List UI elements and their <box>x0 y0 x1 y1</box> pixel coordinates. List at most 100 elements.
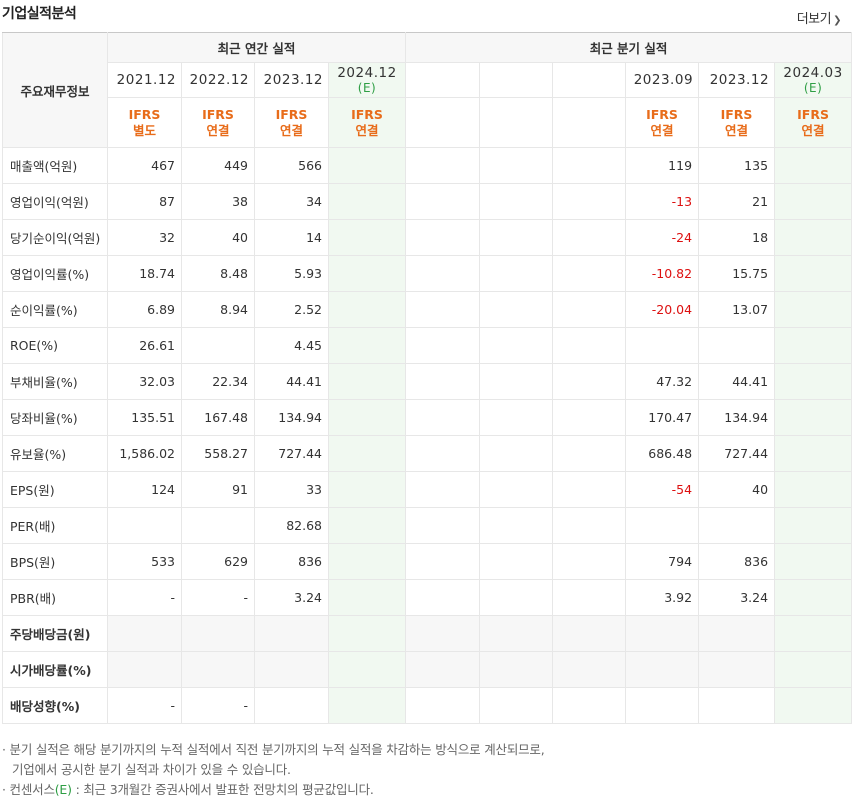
table-row: EPS(원) 124 91 33 -54 40 <box>2 471 853 508</box>
row-label: ROE(%) <box>2 327 108 364</box>
table-cell <box>774 615 853 652</box>
table-cell: 727.44 <box>254 435 329 472</box>
table-cell <box>327 327 407 364</box>
table-cell <box>181 651 255 688</box>
table-cell: 794 <box>625 543 700 580</box>
table-row: 영업이익률(%) 18.74 8.48 5.93 -10.82 15.75 <box>2 255 853 292</box>
table-cell <box>479 579 554 616</box>
table-cell: 629 <box>181 543 255 580</box>
table-cell: 32 <box>107 219 182 256</box>
table-cell <box>552 255 627 292</box>
annual-ifrs-1: IFRS 연결 <box>181 97 255 148</box>
table-row: 매출액(억원) 467 449 566 119 135 <box>2 147 853 184</box>
table-cell <box>774 687 853 724</box>
annual-ifrs-3: IFRS 연결 <box>327 97 407 148</box>
table-cell: 686.48 <box>625 435 700 472</box>
section-title: 기업실적분석 <box>2 6 77 22</box>
table-cell <box>327 435 407 472</box>
table-cell: 38 <box>181 183 255 220</box>
table-cell <box>479 651 554 688</box>
table-cell <box>552 183 627 220</box>
table-cell: 22.34 <box>181 363 255 400</box>
table-cell <box>181 615 255 652</box>
table-cell: 119 <box>625 147 700 184</box>
table-cell <box>698 687 776 724</box>
table-cell <box>405 471 481 508</box>
row-label: PER(배) <box>2 507 108 544</box>
table-cell: 91 <box>181 471 255 508</box>
table-cell <box>181 507 255 544</box>
table-cell: -13 <box>625 183 700 220</box>
table-cell <box>479 399 554 436</box>
quarter-period-0 <box>405 62 481 98</box>
table-cell: 21 <box>698 183 776 220</box>
row-label: BPS(원) <box>2 543 108 580</box>
table-row: ROE(%) 26.61 4.45 <box>2 327 853 364</box>
row-label: 시가배당률(%) <box>2 651 108 688</box>
table-row: PBR(배) - -3.24 3.92 3.24 <box>2 579 853 616</box>
table-cell: 40 <box>698 471 776 508</box>
table-row: 배당성향(%) - - <box>2 687 853 724</box>
table-row: 유보율(%) 1,586.02 558.27 727.44 686.48 727.44 <box>2 435 853 472</box>
table-cell <box>405 327 481 364</box>
row-label: 부채비율(%) <box>2 363 108 400</box>
table-cell <box>327 615 407 652</box>
table-cell <box>774 291 853 328</box>
table-cell <box>774 651 853 688</box>
table-cell <box>405 651 481 688</box>
table-cell <box>698 615 776 652</box>
table-cell: 135 <box>698 147 776 184</box>
quarter-ifrs-3: IFRS 연결 <box>625 97 700 148</box>
more-link[interactable]: 더보기 ❯ <box>797 8 842 27</box>
chevron-right-icon: ❯ <box>833 15 841 26</box>
table-cell <box>327 399 407 436</box>
table-cell <box>479 327 554 364</box>
table-cell <box>552 291 627 328</box>
table-cell <box>552 399 627 436</box>
table-cell <box>107 507 182 544</box>
table-cell <box>405 363 481 400</box>
table-cell <box>552 579 627 616</box>
table-cell <box>405 291 481 328</box>
table-cell <box>107 615 182 652</box>
annual-ifrs-0: IFRS 별도 <box>107 97 182 148</box>
table-cell: 135.51 <box>107 399 182 436</box>
table-cell <box>479 507 554 544</box>
table-cell <box>625 327 700 364</box>
table-cell: 727.44 <box>698 435 776 472</box>
table-cell <box>774 507 853 544</box>
quarter-period-2 <box>552 62 627 98</box>
table-cell: 47.32 <box>625 363 700 400</box>
table-cell: 3.92 <box>625 579 700 616</box>
table-cell: 13.07 <box>698 291 776 328</box>
table-cell <box>479 183 554 220</box>
table-cell: 467 <box>107 147 182 184</box>
table-cell <box>479 687 554 724</box>
table-cell <box>327 183 407 220</box>
table-cell: 87 <box>107 183 182 220</box>
table-cell: 167.48 <box>181 399 255 436</box>
table-cell <box>405 183 481 220</box>
row-label-header: 주요재무정보 <box>2 32 108 148</box>
row-label: 유보율(%) <box>2 435 108 472</box>
table-row: 영업이익(억원) 87 38 34 -13 21 <box>2 183 853 220</box>
table-cell: 4.45 <box>254 327 329 364</box>
row-label: PBR(배) <box>2 579 108 616</box>
row-label: 영업이익(억원) <box>2 183 108 220</box>
table-cell: 449 <box>181 147 255 184</box>
table-cell <box>552 687 627 724</box>
table-cell: -54 <box>625 471 700 508</box>
table-row: BPS(원) 533 629 836 794 836 <box>2 543 853 580</box>
footnote-2: 기업에서 공시한 분기 실적과 차이가 있을 수 있습니다. <box>12 762 291 777</box>
table-cell <box>774 399 853 436</box>
table-row: 순이익률(%) 6.89 8.94 2.52 -20.04 13.07 <box>2 291 853 328</box>
table-cell <box>552 327 627 364</box>
table-cell: 836 <box>254 543 329 580</box>
table-row: 시가배당률(%) <box>2 651 853 688</box>
table-cell: 8.48 <box>181 255 255 292</box>
table-cell: -24 <box>625 219 700 256</box>
table-cell <box>774 183 853 220</box>
table-cell: -20.04 <box>625 291 700 328</box>
table-cell <box>405 687 481 724</box>
table-cell <box>625 687 700 724</box>
